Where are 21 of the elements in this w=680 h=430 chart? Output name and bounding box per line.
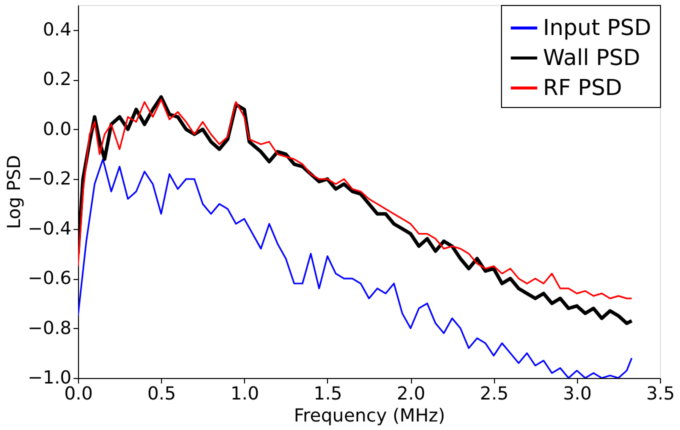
y-tick-label: −0.4 (28, 218, 72, 240)
x-tick-label: 2.0 (396, 384, 426, 404)
x-tick-label: 2.5 (480, 384, 509, 404)
y-tick-label: −0.8 (28, 318, 72, 339)
legend-label: Wall PSD (543, 46, 640, 71)
line-series (78, 158, 633, 378)
y-tick-label: 0.4 (42, 19, 72, 40)
x-tick-label: 1.5 (314, 384, 342, 404)
y-tick-label: −0.6 (28, 268, 72, 290)
y-axis-title: Log PSD (4, 154, 25, 230)
x-tick-label: 3.5 (646, 384, 675, 404)
legend-label: RF PSD (543, 76, 622, 101)
legend-label: Input PSD (543, 16, 652, 41)
y-tick-label: −0.2 (28, 168, 72, 190)
y-tick-label: 0.0 (42, 118, 72, 140)
x-axis-title: Frequency (MHz) (294, 406, 446, 426)
x-tick-label: 0.0 (64, 384, 93, 404)
x-tick-label: 0.5 (147, 384, 176, 404)
y-tick-label: 0.2 (42, 69, 72, 90)
x-tick-label: 3.0 (563, 384, 592, 404)
x-tick-label: 1.0 (230, 384, 260, 404)
